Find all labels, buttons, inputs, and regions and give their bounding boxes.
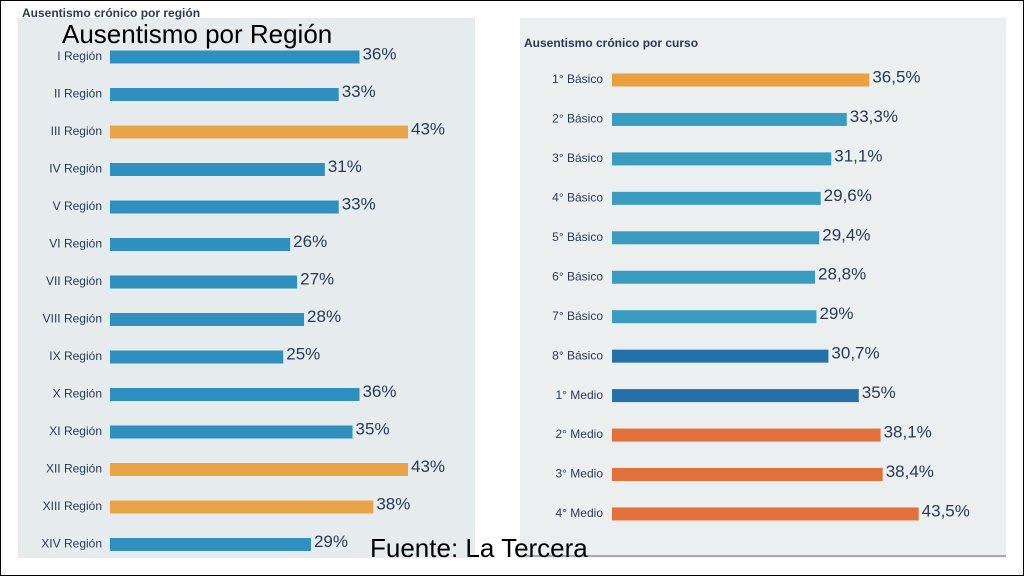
value-label: 35% — [862, 383, 896, 402]
bar — [110, 538, 311, 551]
bar — [110, 500, 374, 514]
value-label: 36% — [362, 44, 396, 63]
value-label: 35% — [356, 419, 390, 438]
bar — [110, 163, 325, 176]
chart-title: Ausentismo crónico por curso — [524, 36, 698, 50]
bar — [110, 88, 339, 101]
value-label: 28,8% — [818, 265, 866, 284]
bar — [110, 350, 284, 364]
bar — [110, 425, 353, 439]
value-label: 33,3% — [850, 107, 898, 126]
value-label: 43,5% — [922, 501, 970, 520]
value-label: 33% — [342, 82, 376, 101]
category-label: XII Región — [46, 462, 102, 476]
category-label: X Región — [53, 387, 102, 401]
value-label: 25% — [286, 344, 320, 363]
charts: Ausentismo crónico por región I Región 36%… — [22, 6, 970, 551]
value-label: 38% — [376, 494, 410, 513]
category-label: 8° Básico — [552, 348, 603, 362]
category-label: 1° Básico — [552, 72, 603, 86]
value-label: 38,1% — [884, 423, 932, 442]
category-label: 3° Medio — [556, 467, 604, 481]
bar — [110, 200, 339, 214]
value-label: 36,5% — [872, 67, 920, 86]
category-label: 6° Básico — [552, 269, 603, 283]
bar — [612, 349, 829, 363]
category-label: XIII Región — [43, 499, 102, 513]
value-label: 28% — [307, 307, 341, 326]
category-label: 5° Básico — [552, 230, 603, 244]
chart-title: Ausentismo crónico por región — [22, 6, 200, 20]
value-label: 29% — [314, 532, 348, 551]
category-label: II Región — [54, 87, 102, 101]
bar — [110, 388, 360, 401]
bar — [612, 507, 919, 521]
value-label: 43% — [411, 119, 445, 138]
value-label: 26% — [293, 232, 327, 251]
value-label: 29,6% — [824, 186, 872, 205]
overlay-title: Ausentismo por Región — [62, 19, 332, 49]
category-label: III Región — [51, 124, 102, 138]
bar — [110, 275, 298, 289]
category-label: 4° Básico — [552, 191, 603, 205]
category-label: IX Región — [49, 349, 102, 363]
bar — [612, 428, 881, 442]
bar — [612, 270, 816, 284]
bar — [110, 125, 408, 139]
bar — [612, 191, 821, 205]
category-label: 4° Medio — [556, 506, 604, 520]
category-label: 2° Básico — [552, 112, 603, 126]
category-label: XI Región — [49, 424, 102, 438]
category-label: V Región — [53, 199, 102, 213]
value-label: 30,7% — [831, 344, 879, 363]
bar — [612, 389, 859, 403]
bar — [612, 152, 832, 166]
source: Fuente: La Tercera — [370, 533, 588, 563]
bar — [110, 313, 305, 326]
bar — [110, 463, 408, 476]
value-label: 27% — [300, 269, 334, 288]
value-label: 29% — [819, 304, 853, 323]
value-label: 29,4% — [822, 225, 870, 244]
category-label: 3° Básico — [552, 151, 603, 165]
value-label: 33% — [342, 194, 376, 213]
value-label: 36% — [362, 382, 396, 401]
bar — [612, 73, 870, 87]
category-label: I Región — [57, 49, 102, 63]
category-label: XIV Región — [41, 537, 102, 551]
category-label: VII Región — [46, 274, 102, 288]
category-label: VIII Región — [43, 312, 102, 326]
category-label: IV Región — [49, 162, 102, 176]
category-label: 7° Básico — [552, 309, 603, 323]
bar — [612, 112, 847, 126]
bar — [612, 231, 820, 245]
category-label: VI Región — [49, 237, 102, 251]
value-label: 38,4% — [886, 462, 934, 481]
bar — [110, 238, 291, 251]
category-label: 1° Medio — [556, 388, 604, 402]
value-label: 31% — [328, 157, 362, 176]
value-label: 31,1% — [834, 146, 882, 165]
bar — [612, 468, 883, 481]
value-label: 43% — [411, 457, 445, 476]
bar — [612, 310, 817, 324]
bar — [110, 50, 360, 64]
category-label: 2° Medio — [556, 427, 604, 441]
